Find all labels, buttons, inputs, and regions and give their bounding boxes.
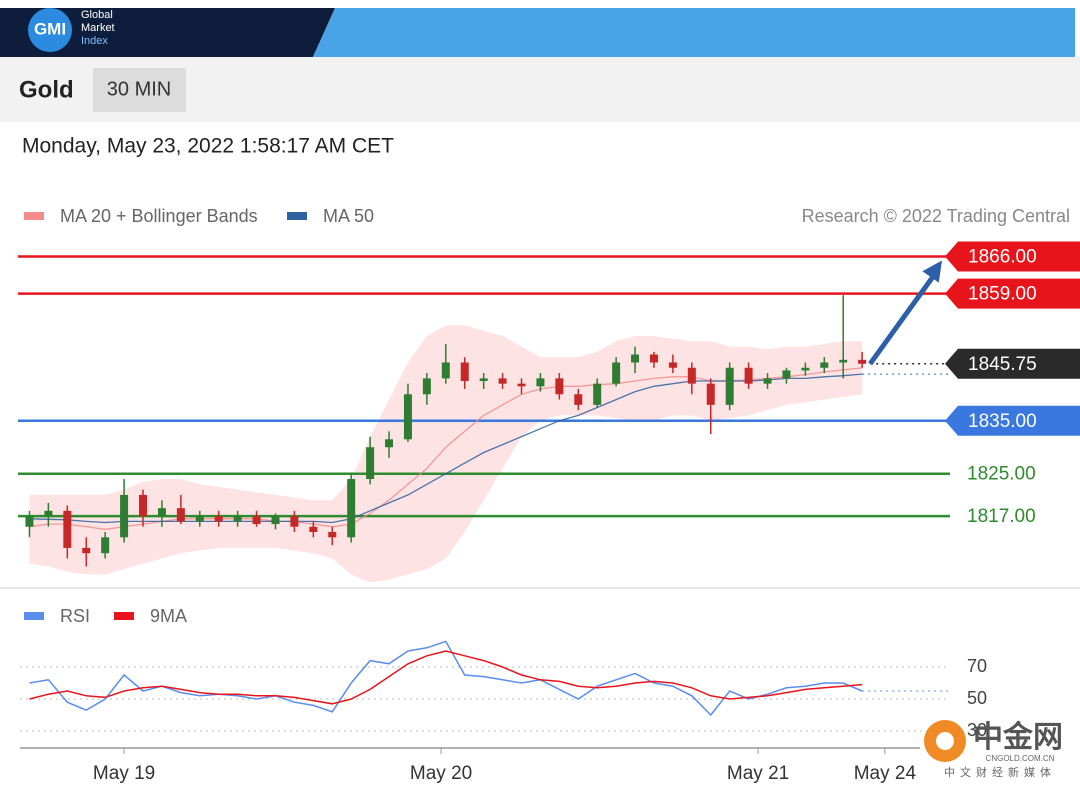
- candle-body: [649, 354, 658, 363]
- candle-body: [139, 494, 148, 517]
- legend-swatch: [24, 212, 44, 220]
- candle-body: [441, 362, 450, 379]
- header-bar: [0, 8, 335, 57]
- forecast-arrowhead: [922, 260, 942, 283]
- price-tag-label: 1859.00: [968, 284, 1037, 305]
- candle-body: [63, 510, 72, 548]
- y-tick-label: 70: [967, 656, 987, 676]
- timestamp: Monday, May 23, 2022 1:58:17 AM CET: [22, 135, 394, 158]
- credit: Research © 2022 Trading Central: [802, 206, 1070, 226]
- legend-label: MA 20 + Bollinger Bands: [60, 206, 258, 226]
- candle-body: [271, 516, 280, 525]
- logo-text: GMI: [34, 19, 66, 38]
- candle-body: [44, 510, 53, 517]
- candle-body: [574, 394, 583, 405]
- candle-body: [366, 447, 375, 480]
- candle-body: [328, 532, 337, 538]
- candle-body: [385, 439, 394, 448]
- candle-body: [214, 516, 223, 522]
- brand-text: Index: [81, 35, 108, 47]
- y-tick-label: 30: [967, 720, 987, 740]
- candle-body: [555, 378, 564, 395]
- indicator-line: [29, 650, 863, 705]
- candle-body: [820, 362, 829, 368]
- interval[interactable]: 30 MIN: [107, 78, 171, 100]
- candle-body: [25, 516, 34, 527]
- indicator-line: [29, 640, 863, 717]
- candle-body: [82, 547, 91, 554]
- candle-body: [403, 394, 412, 440]
- price-tag-label: 1845.75: [968, 354, 1037, 375]
- moving-average: [29, 373, 863, 524]
- legend-label: RSI: [60, 606, 90, 626]
- candle-body: [744, 367, 753, 384]
- candle-body: [668, 362, 677, 368]
- level-label: 1817.00: [967, 506, 1036, 527]
- candle-body: [687, 367, 696, 384]
- legend-swatch: [24, 612, 44, 620]
- candle-body: [782, 370, 791, 379]
- price-tag-label: 1866.00: [968, 247, 1037, 268]
- candle-body: [498, 378, 507, 384]
- candle-body: [801, 367, 810, 371]
- legend-label: MA 50: [323, 206, 374, 226]
- interval-button[interactable]: [93, 68, 186, 112]
- candle-body: [233, 516, 242, 522]
- candle-body: [725, 367, 734, 405]
- price-tag: [945, 405, 1080, 436]
- y-tick-label: 50: [967, 688, 987, 708]
- candle-body: [593, 383, 602, 405]
- candle-body: [706, 383, 715, 405]
- candle-body: [252, 516, 261, 525]
- watermark-name: 中金网: [973, 720, 1063, 754]
- candle-body: [176, 508, 185, 522]
- x-tick-label: May 24: [854, 763, 917, 784]
- candle-body: [309, 526, 318, 533]
- candle-body: [290, 516, 299, 527]
- candle-body: [839, 359, 848, 363]
- watermark-domain: CNGOLD.COM.CN: [986, 754, 1055, 763]
- candle-body: [195, 516, 204, 522]
- price-tag: [945, 241, 1080, 272]
- brand-text: Global: [81, 9, 113, 21]
- level-label: 1825.00: [967, 464, 1036, 485]
- price-tag: [945, 348, 1080, 379]
- candle-body: [536, 378, 545, 387]
- legend-swatch: [114, 612, 134, 620]
- instrument: Gold: [19, 76, 74, 103]
- logo-circle: [28, 8, 72, 52]
- x-tick-label: May 21: [727, 763, 789, 784]
- candle-body: [347, 479, 356, 538]
- candle-body: [460, 362, 469, 382]
- watermark-slogan: 中文财经新媒体: [944, 765, 1056, 779]
- price-tag: [945, 278, 1080, 309]
- candle-body: [763, 378, 772, 384]
- candle-body: [422, 378, 431, 395]
- legend-label: 9MA: [150, 606, 187, 626]
- candle-body: [101, 537, 110, 554]
- watermark-logo: [936, 732, 954, 750]
- candle-body: [479, 378, 488, 382]
- forecast-arrow: [868, 271, 939, 366]
- brand-text: Market: [81, 22, 115, 34]
- x-tick-label: May 19: [93, 763, 155, 784]
- price-tag-label: 1835.00: [968, 411, 1037, 432]
- candle-body: [858, 359, 867, 364]
- candle-body: [517, 383, 526, 387]
- candle-body: [157, 508, 166, 517]
- x-tick-label: May 20: [410, 763, 472, 784]
- candle-body: [612, 362, 621, 384]
- legend-swatch: [287, 212, 307, 220]
- header-stripe: [313, 8, 1075, 57]
- candle-body: [120, 494, 129, 538]
- candle-body: [631, 354, 640, 363]
